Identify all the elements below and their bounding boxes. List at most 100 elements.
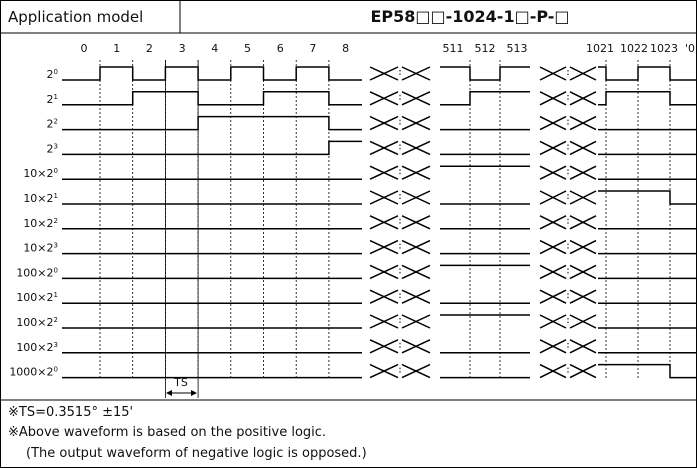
crossing [369,363,399,379]
crossing [569,215,597,230]
crossing [401,115,431,131]
crossing [569,339,597,354]
note: ※TS=0.3515° ±15' [8,405,133,420]
column-label: 5 [244,42,251,55]
row-label: 22 [47,118,58,131]
waveform [598,363,697,379]
row-label-base: 1000×2 [9,366,53,379]
crossing [369,264,399,280]
column-label: 0 [81,42,88,55]
crossing [401,190,431,205]
row-label-base: 10×2 [23,242,53,255]
crossing [369,339,399,354]
column-label: 3 [179,42,186,55]
crossing [539,165,567,180]
waveform [62,140,362,156]
row-label: 100×22 [16,316,58,329]
row-label: 10×20 [23,167,58,180]
crossing [401,165,431,180]
waveform [598,91,697,106]
row-label-exp: 3 [54,242,58,250]
row-label-base: 10×2 [23,217,53,230]
column-label: 8 [342,42,349,55]
crossing [569,289,597,304]
column-label: 7 [309,42,316,55]
row-label: 100×20 [16,266,58,279]
header-label: Application model [8,8,143,26]
row-label: 10×22 [23,217,58,230]
crossing [401,91,431,106]
column-label: 6 [277,42,284,55]
row-label: 23 [47,142,58,155]
crossing [539,91,567,106]
column-label: 1022 [620,42,648,55]
crossing [539,115,567,131]
row-label-exp: 3 [54,341,58,349]
row-label-exp: 1 [54,93,58,101]
row-label-exp: 1 [54,291,58,299]
row-label-base: 2 [47,142,54,155]
column-label: 4 [211,42,218,55]
waveform [598,190,697,205]
row-label-exp: 0 [54,366,58,374]
crossing [369,239,399,255]
row-label: 1000×20 [9,366,58,379]
column-label: 1023 [650,42,678,55]
row-label: 20 [47,68,58,81]
row-label-base: 2 [47,93,54,106]
crossing [369,140,399,156]
waveform [598,66,697,81]
crossing [539,239,567,255]
crossing [539,339,567,354]
row-label: 100×21 [16,291,58,304]
row-label: 21 [47,93,58,106]
crossing [401,239,431,255]
row-label: 10×21 [23,192,58,205]
crossing [401,215,431,230]
row-label-exp: 0 [54,68,58,76]
crossing [369,314,399,329]
row-label-exp: 2 [54,217,58,225]
crossing [569,91,597,106]
row-label: 100×23 [16,341,58,354]
column-label: 1 [113,42,120,55]
model-code: EP58□□-1024-1□-P-□ [370,7,569,26]
row-label-exp: 2 [54,316,58,324]
waveform [440,91,530,106]
waveform [62,115,362,131]
crossing [401,363,431,379]
column-label: 513 [507,42,528,55]
crossing [569,140,597,156]
crossing [569,165,597,180]
crossing [569,314,597,329]
column-label: 1021 [586,42,614,55]
crossing [369,165,399,180]
crossing [569,190,597,205]
row-label-base: 100×2 [16,316,53,329]
crossing [539,66,567,81]
crossing [539,363,567,379]
ts-label: TS [173,376,188,389]
row-label-base: 10×2 [23,192,53,205]
row-label-exp: 0 [54,167,58,175]
crossing [369,91,399,106]
crossing [539,314,567,329]
row-label: 10×23 [23,242,58,255]
crossing [539,140,567,156]
crossing [401,314,431,329]
crossing [369,66,399,81]
row-label-exp: 0 [54,266,58,274]
row-label-base: 2 [47,118,54,131]
column-label: '0 [685,42,695,55]
crossing [369,289,399,304]
row-label-base: 100×2 [16,291,53,304]
crossing [539,215,567,230]
crossing [539,289,567,304]
crossing [569,239,597,255]
column-label: 512 [475,42,496,55]
row-label-exp: 3 [54,142,58,150]
crossing [401,264,431,280]
crossing [539,264,567,280]
